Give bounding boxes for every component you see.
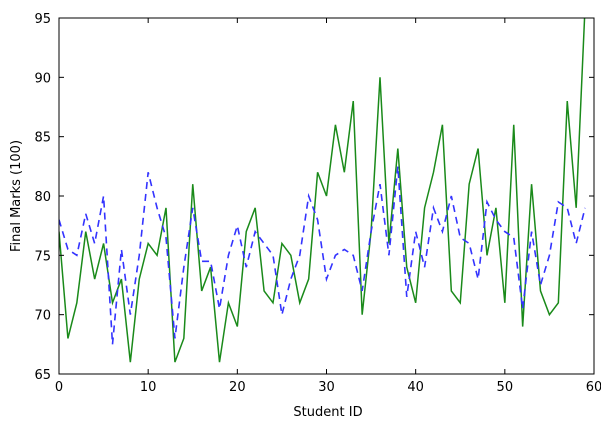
y-tick-label: 85 bbox=[34, 131, 51, 146]
x-tick-label: 0 bbox=[55, 380, 63, 395]
y-tick-label: 75 bbox=[34, 249, 51, 264]
y-tick-label: 90 bbox=[34, 71, 51, 86]
x-tick-label: 50 bbox=[497, 380, 514, 395]
series-layer bbox=[59, 18, 586, 363]
x-tick-label: 40 bbox=[407, 380, 424, 395]
y-tick-label: 70 bbox=[34, 309, 51, 324]
solid-series-line bbox=[59, 18, 586, 363]
x-tick-label: 30 bbox=[318, 380, 335, 395]
x-tick-label: 60 bbox=[586, 380, 601, 395]
y-tick-label: 80 bbox=[34, 190, 51, 205]
y-tick-label: 65 bbox=[34, 368, 51, 383]
x-axis-label: Student ID bbox=[293, 405, 362, 420]
ticks: 0 10 20 30 40 50 60 65 70 75 80 85 90 95 bbox=[34, 12, 601, 395]
x-tick-label: 20 bbox=[229, 380, 246, 395]
dashed-series-line bbox=[59, 166, 586, 345]
y-axis-label: Final Marks (100) bbox=[9, 140, 24, 252]
x-tick-label: 10 bbox=[140, 380, 157, 395]
y-tick-label: 95 bbox=[34, 12, 51, 27]
